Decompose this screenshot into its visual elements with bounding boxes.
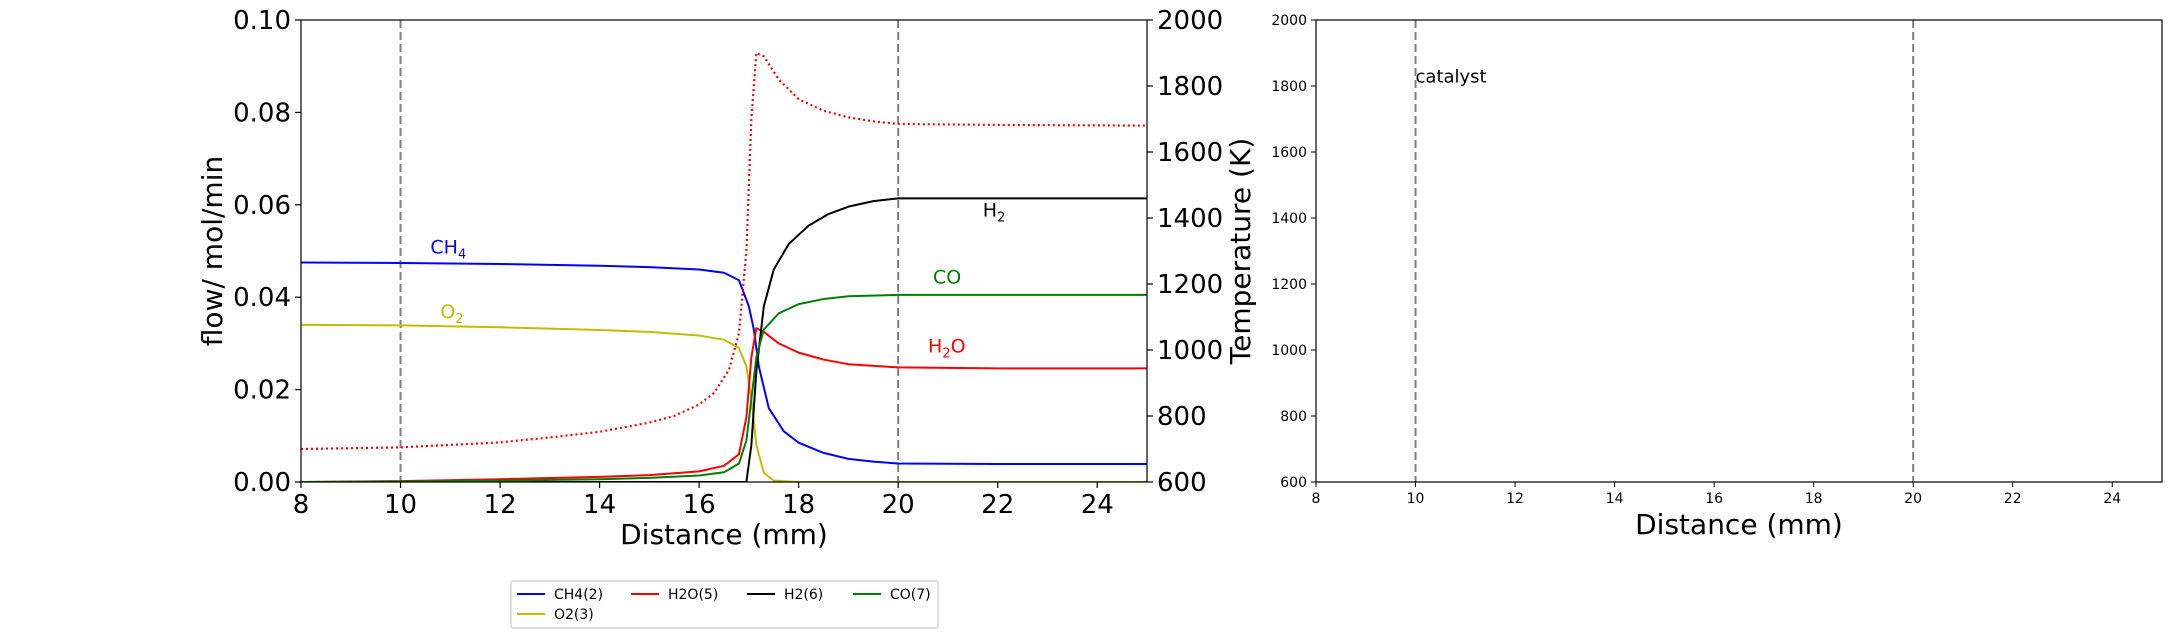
species-annotation: CH4: [430, 236, 466, 262]
y2-tick-label: 1000: [1157, 336, 1223, 366]
y2-tick-label: 1400: [1157, 204, 1223, 234]
catalyst-label: catalyst: [1416, 67, 1487, 88]
x-tick-label: 22: [2004, 491, 2022, 507]
y-tick-label: 0.08: [233, 98, 291, 128]
x-axis-title: Distance (mm): [620, 518, 828, 551]
x-tick-label: 8: [293, 490, 310, 520]
x-tick-label: 24: [2103, 491, 2121, 507]
y-tick-label: 0.00: [233, 468, 291, 498]
x-tick-label: 12: [1506, 491, 1524, 507]
y-tick-label: 1600: [1271, 145, 1307, 161]
plot-frame: [300, 19, 1148, 483]
y-tick-label: 1400: [1271, 211, 1307, 227]
x-tick-label: 16: [683, 490, 716, 520]
legend-label: O2(3): [554, 607, 594, 623]
y-axis-title: flow/ mol/min: [196, 156, 229, 346]
x-tick-label: 20: [882, 490, 915, 520]
species-annotation: CO: [933, 266, 961, 288]
series-line-ch4-2-: [301, 261, 1147, 465]
x-tick-label: 18: [1805, 491, 1823, 507]
y-tick-label: 800: [1280, 409, 1307, 425]
species-annotation: H2: [983, 199, 1006, 225]
y-tick-label: 0.10: [233, 6, 291, 36]
x-tick-label: 10: [384, 490, 417, 520]
x-tick-label: 16: [1705, 491, 1723, 507]
right-chart: 8 10 12 14 16 18 20 22 24 600 800 1000 1200 1400 1600 1…: [1271, 13, 2163, 541]
y2-axis-title: Temperature (K): [1224, 138, 1257, 365]
x-tick-label: 10: [1407, 491, 1425, 507]
legend-box: [510, 580, 939, 629]
legend-label: H2(6): [784, 587, 823, 603]
x-tick-label: 14: [1606, 491, 1624, 507]
y-tick-label: 1200: [1271, 277, 1307, 293]
species-annotation: O2: [440, 301, 463, 327]
x-tick-label: 22: [981, 490, 1014, 520]
plot-frame: [1315, 19, 2163, 483]
series-line-h2-6-: [301, 197, 1147, 482]
y-tick-label: 1800: [1271, 79, 1307, 95]
legend-label: H2O(5): [668, 587, 718, 603]
x-tick-label: 24: [1081, 490, 1114, 520]
left-chart: 8 10 12 14 16 18 20 22 24 0.00 0.02 0.04 0.06 0.08 0.1…: [196, 6, 1257, 551]
x-tick-label: 12: [484, 490, 517, 520]
legend-label: CH4(2): [554, 587, 603, 603]
y-tick-label: 600: [1280, 475, 1307, 491]
y2-tick-label: 1600: [1157, 138, 1223, 168]
y-tick-label: 0.06: [233, 191, 291, 221]
series-line-h2o-5-: [301, 327, 1147, 482]
y2-tick-label: 1200: [1157, 270, 1223, 300]
legend: CH4(2) H2O(5) H2(6) CO(7) O2(3): [510, 580, 939, 629]
x-tick-label: 14: [583, 490, 616, 520]
species-annotation: H2O: [928, 336, 966, 362]
legend-label: CO(7): [890, 587, 931, 603]
x-tick-label: 18: [782, 490, 815, 520]
y2-tick-label: 2000: [1157, 6, 1223, 36]
x-axis-title: Distance (mm): [1635, 508, 1843, 541]
y-tick-label: 0.02: [233, 376, 291, 406]
x-tick-label: 20: [1904, 491, 1922, 507]
x-tick-label: 8: [1312, 491, 1321, 507]
y-tick-label: 0.04: [233, 283, 291, 313]
y2-tick-label: 600: [1157, 468, 1207, 498]
y-tick-label: 2000: [1271, 13, 1307, 29]
y2-tick-label: 800: [1157, 402, 1207, 432]
y-tick-label: 1000: [1271, 343, 1307, 359]
y2-tick-label: 1800: [1157, 72, 1223, 102]
series-line-co-7-: [301, 293, 1147, 482]
series-line-o2-3-: [301, 323, 1147, 482]
